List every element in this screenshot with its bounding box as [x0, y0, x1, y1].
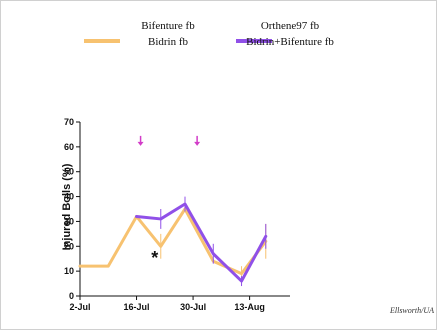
- legend-label-1: Orthene97 fb: [261, 20, 320, 32]
- arrow-marker-1: [194, 135, 201, 146]
- x-axis: 2-Jul 16-Jul 30-Jul 13-Aug: [69, 295, 290, 312]
- series-layer: [78, 196, 268, 287]
- legend-label-3: Bidrin+Bifenture fb: [246, 36, 334, 48]
- y-tick-label-5: 50: [64, 167, 74, 177]
- x-tick-label-0: 2-Jul: [69, 302, 90, 312]
- x-tick-label-1: 16-Jul: [124, 302, 150, 312]
- legend-label-0: Bifenture fb: [141, 20, 195, 32]
- annotation-0: *: [151, 248, 158, 268]
- y-tick-label-4: 40: [64, 192, 74, 202]
- y-tick-label-0: 0: [69, 291, 74, 301]
- y-tick-label-1: 10: [64, 266, 74, 276]
- arrow-marker-0: [137, 135, 144, 146]
- legend-label-2: Bidrin fb: [148, 36, 189, 48]
- arrow-head-1: [194, 141, 201, 146]
- y-tick-label-3: 30: [64, 216, 74, 226]
- marks-layer: *: [137, 135, 201, 268]
- y-axis: 0 10 20 30 40 50 60 70: [64, 117, 81, 301]
- arrow-head-0: [137, 141, 144, 146]
- series-line-1: [135, 202, 268, 283]
- image-credit: Ellsworth/UA: [389, 306, 434, 315]
- legend: Bifenture fb Orthene97 fb Bidrin fb Bidrin+…: [84, 20, 334, 48]
- y-tick-label-2: 20: [64, 241, 74, 251]
- series-line-0: [78, 207, 268, 276]
- y-axis-title: Injured Bolls (%): [61, 163, 73, 250]
- y-tick-label-7: 70: [64, 117, 74, 127]
- x-tick-label-2: 30-Jul: [180, 302, 206, 312]
- x-tick-label-3: 13-Aug: [234, 302, 265, 312]
- y-tick-label-6: 60: [64, 142, 74, 152]
